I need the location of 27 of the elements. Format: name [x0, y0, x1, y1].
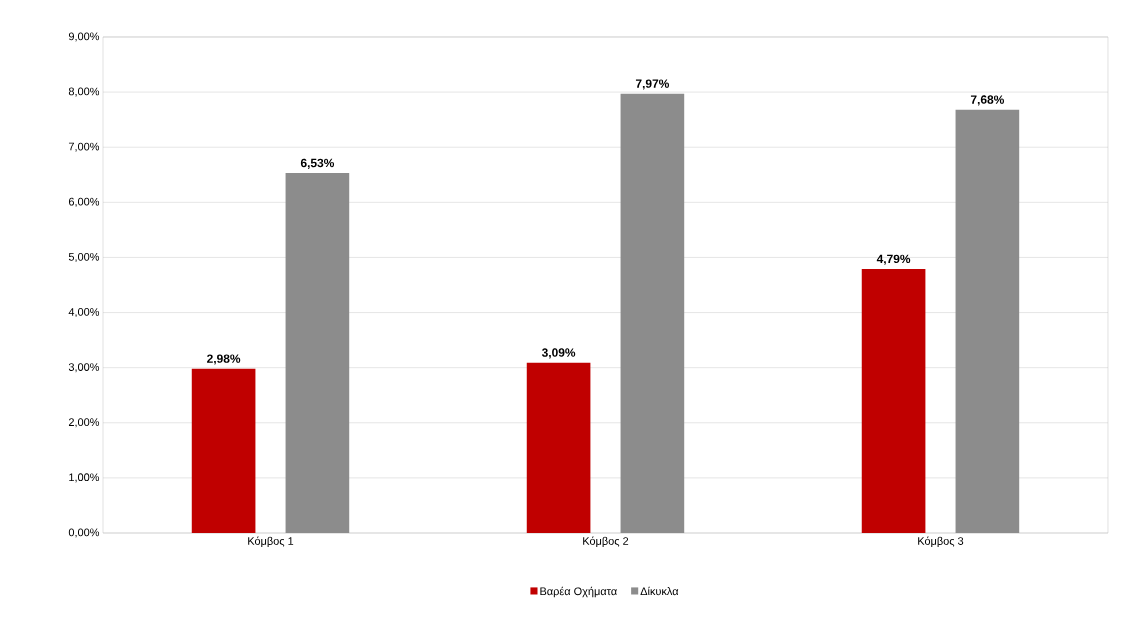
data-label: 4,79% [876, 254, 911, 265]
y-tick-label: 2,00% [68, 418, 100, 428]
y-tick-label: 4,00% [68, 308, 100, 318]
y-tick-label: 8,00% [68, 87, 100, 97]
bar [620, 93, 685, 533]
x-tick-label: Κόμβος 2 [583, 536, 629, 548]
data-label: 7,68% [970, 95, 1004, 106]
y-tick-label: 7,00% [68, 142, 100, 152]
y-tick-label: 6,00% [68, 197, 100, 207]
y-tick-label: 5,00% [68, 252, 100, 262]
data-label: 2,98% [207, 354, 241, 365]
bar [955, 109, 1020, 533]
bar [861, 269, 926, 533]
y-tick-label: 1,00% [69, 473, 100, 483]
bar [285, 173, 350, 533]
bar [191, 368, 256, 533]
bar [526, 362, 591, 533]
y-tick-label: 0,00% [68, 528, 100, 538]
legend-label: Δίκυκλα [640, 586, 679, 596]
x-tick-label: Κόμβος 1 [248, 536, 294, 548]
y-tick-label: 3,00% [68, 363, 100, 373]
x-tick-label: Κόμβος 3 [918, 536, 964, 548]
y-tick-label: 9,00% [68, 32, 100, 42]
data-label: 6,53% [300, 158, 335, 169]
data-label: 7,97% [635, 79, 670, 90]
legend-label: Βαρέα Οχήματα [540, 586, 617, 598]
data-label: 3,09% [541, 348, 576, 359]
